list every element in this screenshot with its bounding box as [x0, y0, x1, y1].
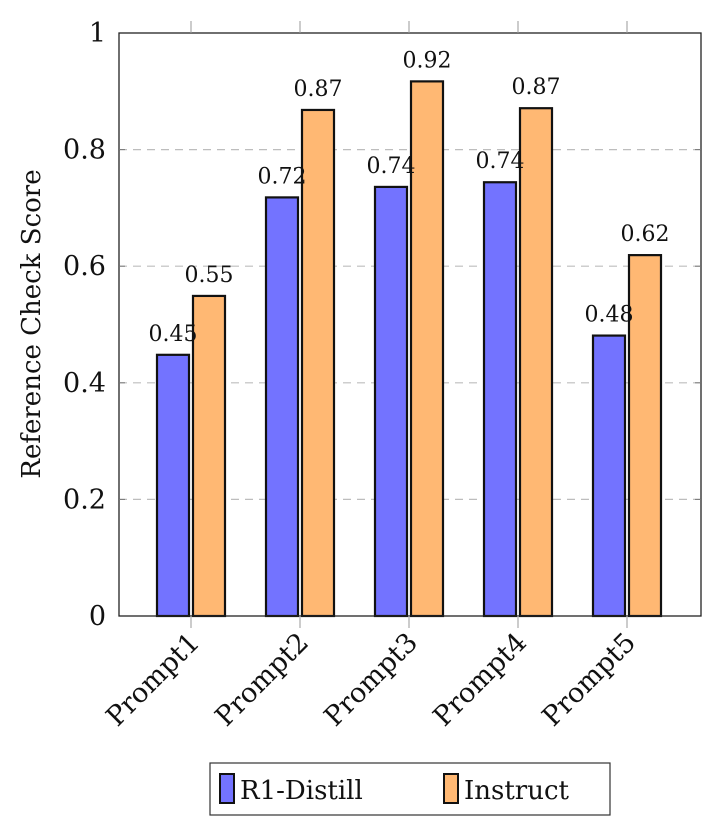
y-tick-label: 0.8 — [63, 135, 106, 166]
bar-instruct-prompt1 — [191, 294, 227, 618]
data-label: 0.55 — [185, 263, 234, 288]
y-axis-title: Reference Check Score — [17, 169, 47, 478]
legend-label: R1-Distill — [240, 776, 363, 806]
data-label: 0.48 — [585, 303, 634, 328]
data-label: 0.45 — [149, 322, 198, 347]
legend-swatch — [219, 773, 235, 804]
bar-instruct-prompt3 — [409, 80, 445, 618]
x-tick-label: Prompt3 — [318, 627, 424, 733]
bar-r1-distill-prompt2 — [264, 196, 300, 618]
data-label: 0.87 — [512, 75, 561, 100]
x-tick-label: Prompt4 — [427, 627, 533, 733]
data-label: 0.72 — [258, 164, 307, 189]
legend-swatch — [443, 773, 459, 804]
data-label: 0.62 — [621, 222, 670, 247]
axes-box — [118, 32, 702, 617]
x-tick-label: Prompt1 — [100, 627, 206, 733]
bar-r1-distill-prompt3 — [373, 185, 409, 618]
y-tick-label: 0.6 — [63, 251, 106, 282]
y-tick-label: 0.2 — [63, 484, 106, 515]
data-label: 0.87 — [294, 77, 343, 102]
legend: R1-Distill Instruct — [209, 762, 611, 816]
bar-instruct-prompt4 — [518, 107, 554, 618]
data-label: 0.74 — [476, 149, 525, 174]
bar-r1-distill-prompt5 — [591, 334, 627, 618]
plot-frame — [118, 32, 702, 617]
x-tick-label: Prompt2 — [209, 627, 315, 733]
data-labels: 0.45 0.72 0.74 0.74 0.48 0.55 0.87 0.92 0.87 0.62 — [149, 48, 670, 346]
bar-instruct-prompt2 — [300, 108, 336, 618]
bar-r1-distill-prompt1 — [155, 353, 191, 618]
bar-instruct-prompt5 — [627, 254, 663, 618]
data-label: 0.92 — [403, 48, 452, 73]
bar-r1-distill-prompt4 — [482, 181, 518, 618]
bars — [155, 80, 663, 618]
y-tick-label: 0 — [89, 601, 106, 632]
y-tick-label: 0.4 — [63, 368, 106, 399]
y-tick-label: 1 — [89, 18, 106, 49]
legend-label: Instruct — [464, 776, 570, 806]
x-tick-label: Prompt5 — [536, 627, 642, 733]
legend-box — [209, 762, 611, 816]
data-label: 0.74 — [367, 154, 416, 179]
y-axis-ticks: 0 0.2 0.4 0.6 0.8 1 — [63, 18, 701, 632]
